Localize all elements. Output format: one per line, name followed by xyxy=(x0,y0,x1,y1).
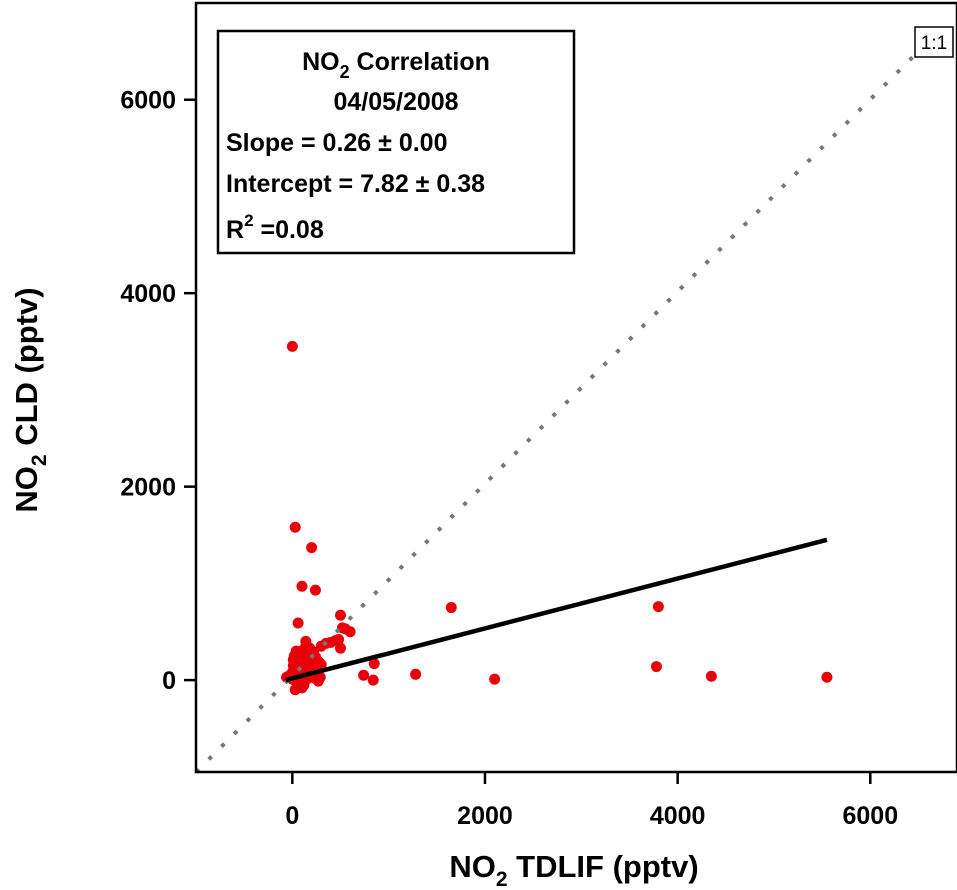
data-point xyxy=(286,340,298,352)
data-point xyxy=(314,671,326,683)
one-to-one-label-text: 1:1 xyxy=(921,33,947,54)
y-tick-label: 2000 xyxy=(120,474,176,502)
stats-date: 04/05/2008 xyxy=(333,88,458,116)
data-point xyxy=(296,580,308,592)
y-axis-title-sub: 2 xyxy=(28,454,51,466)
y-axis-title: NO2 CLD (pptv) xyxy=(9,287,51,512)
one-to-one-label-frame xyxy=(914,26,954,58)
stats-box: NO2 Correlation 04/05/2008 Slope = 0.26 … xyxy=(216,29,576,255)
fit-line xyxy=(285,537,828,683)
data-point xyxy=(306,542,318,554)
data-point xyxy=(334,642,346,654)
stats-box-frame xyxy=(216,29,576,255)
y-axis-title-rest: CLD (pptv) xyxy=(9,287,44,454)
x-tick-label: 2000 xyxy=(457,802,513,830)
x-tick-label: 0 xyxy=(285,802,299,830)
ticks-layer: 0 2000 4000 6000 0 2000 4000 6000 xyxy=(120,87,898,830)
data-point xyxy=(410,668,422,680)
data-point xyxy=(334,609,346,621)
stats-r2-sup: 2 xyxy=(244,211,253,230)
x-tick-label: 4000 xyxy=(650,802,706,830)
data-point xyxy=(292,617,304,629)
lines-layer xyxy=(194,49,920,774)
data-point xyxy=(289,521,301,533)
points-layer xyxy=(281,340,833,696)
stats-r2-main: R xyxy=(226,216,244,244)
stats-title-rest: Correlation xyxy=(350,48,490,76)
y-axis-title-main: NO xyxy=(9,466,44,513)
plot-frame xyxy=(194,1,957,774)
one-to-one-label: 1:1 xyxy=(914,26,954,58)
stats-intercept: Intercept = 7.82 ± 0.38 xyxy=(226,170,485,198)
data-point xyxy=(358,669,370,681)
stats-r2-rest: =0.08 xyxy=(254,216,324,244)
data-point xyxy=(650,661,662,673)
data-point xyxy=(309,584,321,596)
data-point xyxy=(705,670,717,682)
x-axis-title-rest: TDLIF (pptv) xyxy=(508,849,699,884)
y-tick-label: 0 xyxy=(162,667,176,695)
y-tick-label: 4000 xyxy=(120,280,176,308)
stats-r2: R2 =0.08 xyxy=(226,211,324,244)
x-axis-title: NO2 TDLIF (pptv) xyxy=(449,849,698,890)
stats-title: NO2 Correlation xyxy=(302,48,490,82)
stats-slope: Slope = 0.26 ± 0.00 xyxy=(226,129,447,157)
data-point xyxy=(368,658,380,670)
data-point xyxy=(652,601,664,613)
x-axis-title-sub: 2 xyxy=(496,868,508,890)
data-point xyxy=(367,674,379,686)
stats-title-main: NO xyxy=(302,48,340,76)
x-axis-title-main: NO xyxy=(449,849,496,884)
x-tick-label: 6000 xyxy=(842,802,898,830)
data-point xyxy=(821,671,833,683)
data-point xyxy=(489,673,501,685)
data-point xyxy=(445,602,457,614)
y-tick-label: 6000 xyxy=(120,87,176,115)
stats-title-sub: 2 xyxy=(340,62,350,82)
